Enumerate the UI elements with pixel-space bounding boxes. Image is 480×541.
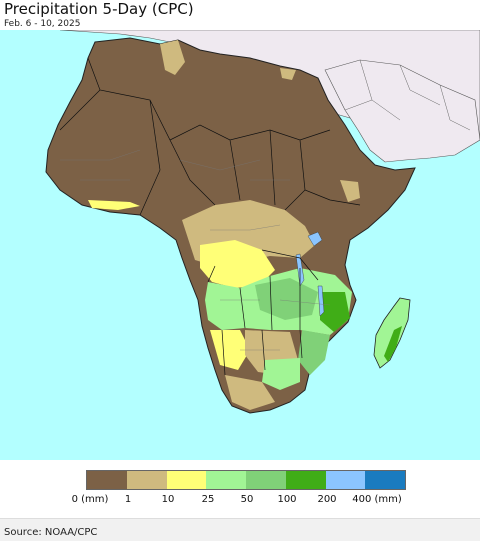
- light-precip-libya: [280, 68, 296, 80]
- lake-victoria: [307, 231, 323, 247]
- madagascar: [373, 297, 411, 369]
- arabian-peninsula: [324, 59, 480, 163]
- legend-tick-25: 25: [201, 494, 215, 505]
- legend-swatch-1mm: [126, 471, 167, 489]
- legend-swatch-0mm: [87, 471, 127, 489]
- footer: Source: NOAA/CPC: [0, 518, 480, 541]
- madagascar-east-coast: [384, 326, 402, 362]
- legend-swatch-50mm: [246, 471, 286, 489]
- legend-swatch-10mm: [166, 471, 207, 489]
- legend-color-bar: [86, 470, 406, 490]
- heavy-precip-mozambique: [320, 292, 350, 332]
- legend-tick-100: 100: [277, 494, 297, 505]
- legend-swatch-100mm: [285, 471, 326, 489]
- moderate-precip-congo: [200, 240, 275, 288]
- legend-tick-10: 10: [161, 494, 175, 505]
- legend-ticks: 0 (mm) 1 10 25 50 100 200 400 (mm): [0, 494, 480, 508]
- light-precip-ethiopia: [340, 180, 360, 202]
- legend-swatch-200mm: [325, 471, 366, 489]
- legend-tick-0: 0 (mm): [71, 494, 109, 505]
- legend-tick-200: 200: [317, 494, 337, 505]
- precipitation-map: [0, 30, 480, 460]
- legend-tick-400: 400 (mm): [352, 494, 402, 505]
- map-title: Precipitation 5-Day (CPC): [4, 0, 194, 18]
- heavy-precip-moz-coast: [298, 330, 330, 375]
- country-borders-mideast: [344, 59, 471, 131]
- map-subtitle: Feb. 6 - 10, 2025: [4, 19, 81, 29]
- light-precip-gulf-guinea: [88, 200, 140, 210]
- light-precip-morocco: [160, 40, 185, 75]
- light-precip-cape: [225, 375, 275, 410]
- moderate-precip-south: [210, 330, 250, 370]
- legend-tick-1: 1: [124, 494, 132, 505]
- wet-precip-south-africa: [262, 358, 300, 390]
- source-credit: Source: NOAA/CPC: [4, 527, 98, 538]
- legend-swatch-25mm: [206, 471, 246, 489]
- lake-malawi: [317, 285, 325, 317]
- legend-tick-50: 50: [240, 494, 254, 505]
- province-borders: [60, 149, 331, 351]
- legend-swatch-400mm: [365, 471, 405, 489]
